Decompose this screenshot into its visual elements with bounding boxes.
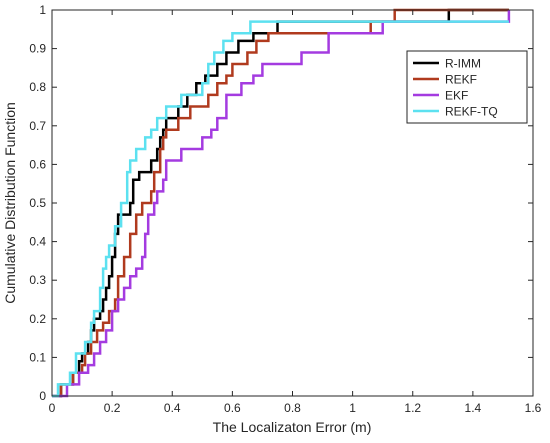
x-tick-label: 1.6 <box>525 401 542 415</box>
legend-label-r-imm: R-IMM <box>445 57 481 71</box>
y-tick-label: 0.4 <box>29 235 46 249</box>
x-tick-label: 0.2 <box>104 401 121 415</box>
x-tick-label: 0.6 <box>224 401 241 415</box>
legend-label-rekf: REKF <box>445 73 477 87</box>
axes-layer: 0 0.2 0.4 0.6 0.8 1 1.2 1.4 1.6 0 0.1 0.2 0.3 0.4 0.5 0… <box>29 3 541 415</box>
y-tick-label: 0.2 <box>29 312 46 326</box>
y-tick-label: 0.1 <box>29 350 46 364</box>
y-tick-label: 0.6 <box>29 157 46 171</box>
y-axis-label: Cumulative Distribution Function <box>2 102 18 304</box>
y-tick-label: 0.9 <box>29 42 46 56</box>
y-tick-label: 0.7 <box>29 119 46 133</box>
y-tick-label: 1 <box>39 3 46 17</box>
series-line-rekf <box>52 8 509 398</box>
x-tick-label: 0.8 <box>284 401 301 415</box>
x-tick-label: 1 <box>349 401 356 415</box>
x-tick-label: 0.4 <box>164 401 181 415</box>
y-tick-label: 0.5 <box>29 196 46 210</box>
x-tick-label: 1.2 <box>404 401 421 415</box>
y-tick-label: 0 <box>39 389 46 403</box>
x-tick-label: 0 <box>49 401 56 415</box>
series-line-rekf-tq <box>52 20 509 398</box>
y-tick-label: 0.8 <box>29 80 46 94</box>
legend-label-rekf-tq: REKF-TQ <box>445 105 498 119</box>
x-axis-label: The Localizaton Error (m) <box>213 419 372 435</box>
y-tick-label: 0.3 <box>29 273 46 287</box>
x-tick-label: 1.4 <box>465 401 482 415</box>
series-line-ekf <box>52 10 511 398</box>
legend: R-IMM REKF EKF REKF-TQ <box>406 50 528 124</box>
series-layer <box>52 8 511 398</box>
legend-label-ekf: EKF <box>445 89 468 103</box>
